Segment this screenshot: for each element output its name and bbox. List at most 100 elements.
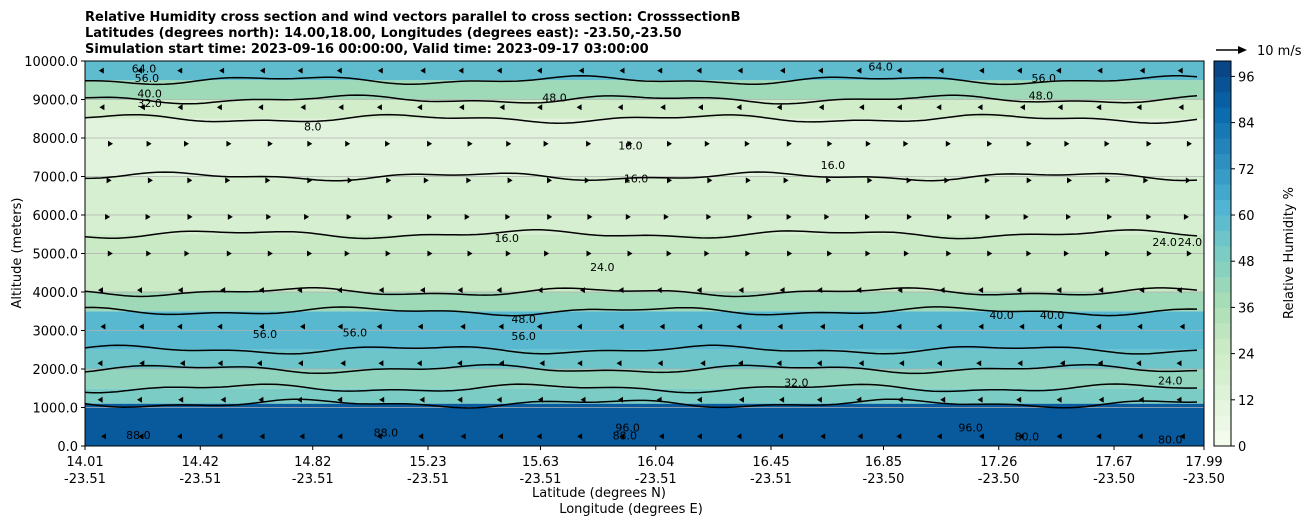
wind-vector-290 bbox=[496, 67, 502, 74]
wind-vector-195 bbox=[1183, 213, 1189, 220]
wind-vector-191 bbox=[1023, 213, 1029, 220]
wind-vector-259 bbox=[376, 104, 382, 111]
rh-layer-0 bbox=[85, 403, 1204, 446]
wind-vector-235 bbox=[543, 140, 549, 147]
wind-vector-298 bbox=[818, 67, 823, 74]
rh-layer-9 bbox=[85, 99, 1204, 119]
wind-vector-214 bbox=[826, 177, 832, 184]
wind-vector-51 bbox=[1016, 396, 1022, 403]
plot-area: 64.056.040.032.0 48.064.056.048.08.016.01… bbox=[84, 60, 1205, 447]
wind-vector-33 bbox=[296, 396, 302, 403]
wind-vector-177 bbox=[464, 213, 470, 220]
contour-label-22: 32.0 bbox=[784, 376, 809, 389]
colorbar-tick-label-6: 72 bbox=[1238, 163, 1255, 178]
wind-vector-50 bbox=[977, 396, 983, 403]
wind-vector-89 bbox=[300, 323, 305, 330]
contour-label-7: 48.0 bbox=[1029, 90, 1054, 103]
wind-vector-121 bbox=[457, 287, 463, 294]
wind-vector-119 bbox=[378, 287, 384, 294]
x-tick-lon-3: -23.51 bbox=[407, 472, 449, 487]
quiver-key: 10 m/s bbox=[1216, 44, 1302, 59]
wind-vector-260 bbox=[417, 104, 423, 111]
x-tick-lat-0: 14.01 bbox=[66, 455, 103, 470]
wind-vector-188 bbox=[906, 213, 912, 220]
wind-vector-82 bbox=[1136, 360, 1142, 367]
wind-vector-170 bbox=[187, 213, 193, 220]
x-tick-lon-4: -23.51 bbox=[520, 472, 562, 487]
wind-vector-37 bbox=[457, 396, 463, 403]
wind-vector-107 bbox=[1019, 323, 1025, 330]
contour-label-26: 88.0 bbox=[613, 429, 638, 442]
wind-vector-43 bbox=[696, 396, 702, 403]
contour-label-6: 56.0 bbox=[1031, 72, 1056, 85]
wind-vector-100 bbox=[736, 323, 742, 330]
contour-label-27: 96.0 bbox=[615, 421, 640, 434]
wind-vector-202 bbox=[347, 177, 353, 184]
wind-vector-282 bbox=[177, 67, 183, 74]
wind-vector-173 bbox=[304, 213, 310, 220]
contour-label-24: 88.0 bbox=[126, 429, 151, 442]
wind-vector-247 bbox=[1026, 140, 1032, 147]
colorbar-label: Relative Humidity % bbox=[1282, 187, 1297, 319]
wind-vector-139 bbox=[1176, 287, 1182, 294]
colorbar-tick-label-2: 24 bbox=[1238, 348, 1255, 363]
colorbar-segment-88 bbox=[1214, 91, 1231, 108]
wind-vector-212 bbox=[745, 177, 751, 184]
contour-line-3 bbox=[84, 344, 1198, 355]
x-tick-lat-5: 16.04 bbox=[637, 455, 674, 470]
colorbar-tick-label-5: 60 bbox=[1238, 209, 1255, 224]
wind-vector-256 bbox=[258, 104, 264, 111]
wind-vector-0 bbox=[101, 433, 106, 440]
wind-vector-164 bbox=[1063, 250, 1069, 257]
colorbar-segment-56 bbox=[1214, 215, 1231, 231]
y-tick-label-4: 4000.0 bbox=[33, 286, 79, 301]
wind-vector-215 bbox=[867, 177, 873, 184]
wind-vector-144 bbox=[267, 250, 273, 257]
wind-vector-192 bbox=[1066, 213, 1071, 220]
wind-vector-167 bbox=[1186, 250, 1192, 257]
contour-label-8: 8.0 bbox=[304, 120, 322, 133]
wind-vector-85 bbox=[138, 323, 144, 330]
wind-vector-84 bbox=[100, 323, 106, 330]
wind-vector-155 bbox=[704, 250, 710, 257]
x-tick-lat-4: 15.63 bbox=[522, 455, 559, 470]
rh-layer-1 bbox=[85, 388, 1204, 404]
wind-vector-53 bbox=[1098, 396, 1104, 403]
wind-vector-287 bbox=[377, 67, 383, 74]
wind-vector-131 bbox=[856, 287, 862, 294]
wind-vector-276 bbox=[1057, 104, 1063, 111]
wind-vector-172 bbox=[266, 213, 272, 220]
wind-vector-132 bbox=[897, 287, 903, 294]
quiver-key-arrow-icon bbox=[1238, 46, 1247, 54]
wind-vector-110 bbox=[1137, 323, 1143, 330]
wind-vector-97 bbox=[618, 323, 624, 330]
wind-vector-13 bbox=[619, 433, 625, 440]
wind-vector-7 bbox=[376, 433, 382, 440]
wind-vector-284 bbox=[259, 67, 265, 74]
wind-vector-265 bbox=[617, 104, 623, 111]
rh-contour-labels: 64.056.040.032.0 48.064.056.048.08.016.01… bbox=[126, 61, 1202, 447]
wind-vector-149 bbox=[467, 250, 473, 257]
colorbar-segment-32 bbox=[1214, 307, 1231, 324]
wind-vector-86 bbox=[177, 323, 183, 330]
wind-vector-206 bbox=[507, 177, 513, 184]
y-tick-label-6: 6000.0 bbox=[33, 209, 79, 224]
wind-vector-105 bbox=[936, 323, 942, 330]
x-tick-lon-6: -23.51 bbox=[750, 472, 792, 487]
wind-vector-22 bbox=[979, 433, 984, 440]
wind-vector-178 bbox=[505, 213, 511, 220]
wind-vector-250 bbox=[1146, 140, 1152, 147]
rh-layer-8 bbox=[85, 118, 1204, 177]
wind-vector-9 bbox=[460, 433, 466, 440]
contour-label-15: 24.0 bbox=[1178, 236, 1203, 249]
wind-vector-183 bbox=[706, 213, 712, 220]
wind-vector-98 bbox=[659, 323, 665, 330]
contour-line-0 bbox=[84, 398, 1198, 409]
x-tick-lon-1: -23.51 bbox=[179, 472, 221, 487]
colorbar-segment-16 bbox=[1214, 369, 1231, 385]
wind-vector-297 bbox=[780, 67, 785, 74]
wind-vector-75 bbox=[858, 360, 864, 367]
wind-vector-111 bbox=[1179, 323, 1185, 330]
wind-vector-150 bbox=[505, 250, 511, 257]
